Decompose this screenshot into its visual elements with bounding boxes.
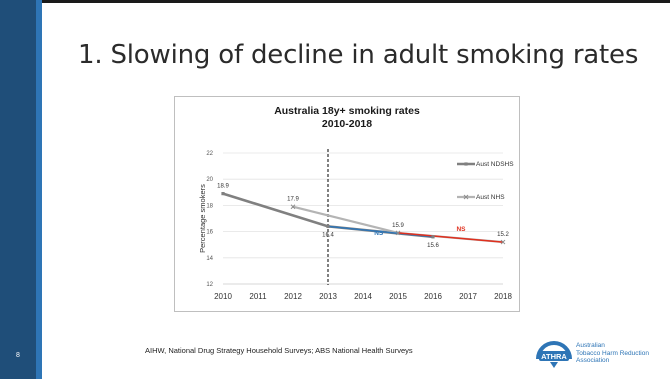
source-citation: AIHW, National Drug Strategy Household S… <box>145 346 413 355</box>
data-label: 18.9 <box>217 184 229 190</box>
x-tick-label: 2017 <box>459 292 477 301</box>
logo-line-3: Association <box>576 357 610 364</box>
data-label: 17.9 <box>287 197 299 203</box>
y-tick-label: 18 <box>206 203 213 209</box>
logo-mark-letters: ATHRA <box>541 352 567 361</box>
y-axis-label: Percentage smokers <box>198 184 207 253</box>
legend-marker <box>464 162 468 166</box>
y-tick-label: 14 <box>206 256 213 262</box>
annotation-label: NS <box>374 230 384 237</box>
data-point-marker <box>395 230 401 236</box>
legend-label: Aust NDSHS <box>476 161 514 168</box>
y-tick-label: 16 <box>206 230 213 236</box>
legend-label: Aust NHS <box>476 194 505 201</box>
athra-logo-mark-icon: ATHRA <box>536 341 572 368</box>
x-tick-label: 2011 <box>249 292 267 301</box>
x-tick-label: 2013 <box>319 292 337 301</box>
data-label: 15.9 <box>392 223 404 229</box>
data-point-marker <box>290 204 296 210</box>
data-point-marker <box>326 224 330 228</box>
slide-title: 1. Slowing of decline in adult smoking r… <box>78 40 639 70</box>
data-label: 15.2 <box>497 232 509 238</box>
logo-line-1: Australian <box>576 342 605 349</box>
chart-title-line: Australia 18y+ smoking rates <box>274 105 420 117</box>
chart-title-line: 2010-2018 <box>322 118 372 130</box>
y-tick-label: 20 <box>206 177 213 183</box>
data-point-marker <box>500 239 506 245</box>
athra-logo-text: Australian Tobacco Harm Reduction Associ… <box>576 342 649 365</box>
legend-marker <box>463 194 469 200</box>
athra-logo: ATHRA Australian Tobacco Harm Reduction … <box>535 337 655 371</box>
y-tick-label: 22 <box>206 151 213 157</box>
chart-frame: Australia 18y+ smoking rates 2010-2018 12 1… <box>174 96 520 312</box>
y-tick-label: 12 <box>206 282 213 288</box>
trend-segment-line <box>397 232 504 243</box>
x-tick-label: 2014 <box>354 292 372 301</box>
x-tick-label: 2010 <box>214 292 232 301</box>
x-tick-label: 2015 <box>389 292 407 301</box>
annotation-label: NS <box>456 226 466 233</box>
x-tick-label: 2018 <box>494 292 512 301</box>
x-tick-label: 2012 <box>284 292 302 301</box>
left-sidebar-bar <box>0 0 36 379</box>
data-point-marker <box>431 235 435 239</box>
x-tick-label: 2016 <box>424 292 442 301</box>
data-label: 15.6 <box>427 243 439 249</box>
data-point-marker <box>221 192 225 196</box>
top-frame-line <box>0 0 670 3</box>
logo-line-2: Tobacco Harm Reduction <box>576 349 649 357</box>
page-number: 8 <box>16 352 20 359</box>
data-label: 16.4 <box>322 232 334 238</box>
left-accent-stripe <box>36 0 42 379</box>
